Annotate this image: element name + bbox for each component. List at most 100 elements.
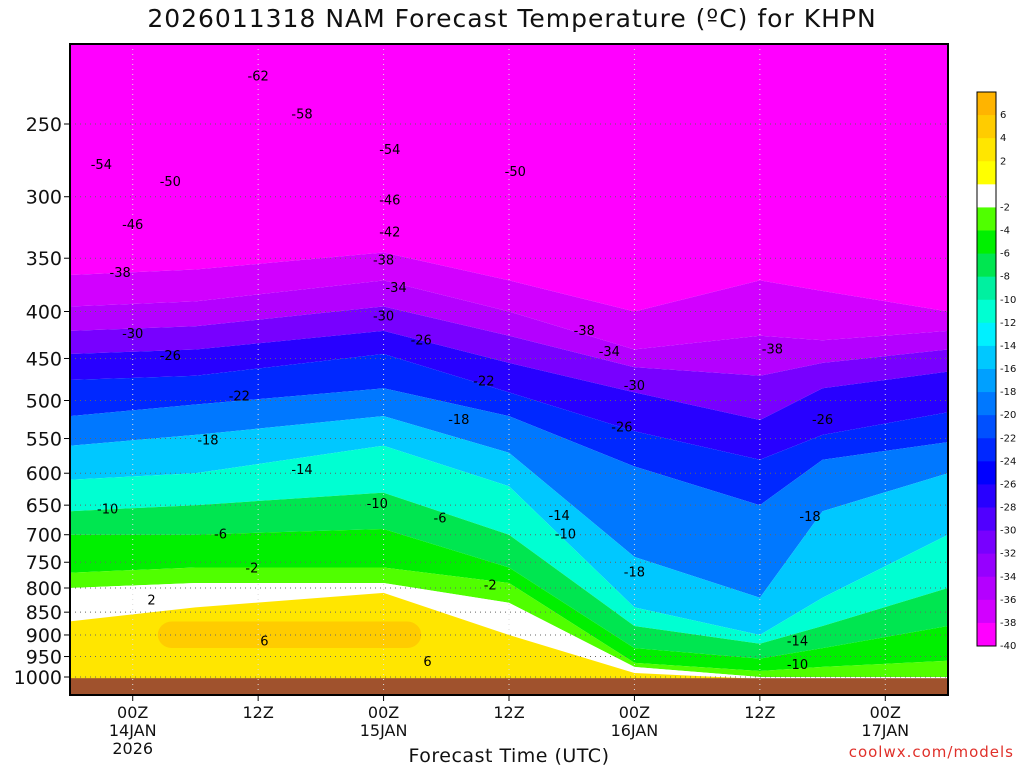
colorbar-swatch <box>977 184 996 208</box>
contour-label: -46 <box>122 218 143 233</box>
temperature-band <box>70 330 948 460</box>
contour-label: -54 <box>379 143 400 158</box>
x-tick-label: 2026 <box>112 739 153 758</box>
contour-label: -10 <box>97 502 118 517</box>
contour-label: -34 <box>599 345 620 360</box>
colorbar-label: -26 <box>1000 479 1016 490</box>
y-tick-label: 350 <box>26 248 62 270</box>
temperature-band <box>70 529 948 671</box>
x-tick-label: 15JAN <box>360 721 408 740</box>
contour-label: 2 <box>147 593 155 608</box>
y-tick-label: 250 <box>26 114 62 136</box>
contour-label: -62 <box>248 70 269 85</box>
y-tick-label: 300 <box>26 187 62 209</box>
contour-label: -38 <box>762 343 783 358</box>
colorbar-swatch <box>977 230 996 255</box>
colorbar-label: 2 <box>1000 156 1006 167</box>
colorbar-swatch <box>977 576 996 601</box>
colorbar-label: -2 <box>1000 202 1010 213</box>
contour-label: -22 <box>473 375 494 390</box>
colorbar-swatch <box>977 599 996 624</box>
colorbar-label: -14 <box>1000 341 1016 352</box>
colorbar-swatch <box>977 415 996 439</box>
y-tick-label: 500 <box>26 391 62 413</box>
colorbar-swatch <box>977 484 996 508</box>
colorbar-label: -4 <box>1000 226 1010 237</box>
contour-label: -14 <box>549 509 570 524</box>
colorbar-swatch <box>977 345 996 370</box>
colorbar-label: 6 <box>1000 110 1006 121</box>
y-tick-label: 900 <box>26 625 62 647</box>
contour-label: -10 <box>367 497 388 512</box>
contour-label: -18 <box>448 413 469 428</box>
grid-lines <box>70 44 948 695</box>
contour-label: -18 <box>799 510 820 525</box>
contour-label: -18 <box>197 434 218 449</box>
temperature-band <box>70 583 948 679</box>
contour-label: -46 <box>379 194 400 209</box>
colorbar-swatch <box>977 438 996 462</box>
contour-label: -26 <box>411 333 432 348</box>
contour-label: -38 <box>110 266 131 281</box>
x-tick-label: 14JAN <box>109 721 157 740</box>
contour-label: -30 <box>373 309 394 324</box>
contour-label: -22 <box>229 389 250 404</box>
y-tick-label: 800 <box>26 578 62 600</box>
y-tick-label: 650 <box>26 495 62 517</box>
colorbar-label: -6 <box>1000 249 1010 260</box>
colorbar-swatch <box>977 530 996 555</box>
x-tick-label: 17JAN <box>861 721 909 740</box>
colorbar-swatch <box>977 322 996 347</box>
contour-label: -50 <box>505 165 526 180</box>
site-credit: coolwx.com/models <box>848 743 1014 761</box>
temperature-band <box>70 44 948 312</box>
x-tick-label: 00Z <box>368 703 399 722</box>
contour-label: -38 <box>574 324 595 339</box>
temperature-band <box>70 492 948 659</box>
x-tick-label: 12Z <box>242 703 273 722</box>
y-tick-label: 550 <box>26 429 62 451</box>
y-tick-label: 1000 <box>14 667 62 689</box>
contour-label: -14 <box>787 635 808 650</box>
y-tick-label: 700 <box>26 525 62 547</box>
colorbar-swatch <box>977 299 996 324</box>
contour-label: -34 <box>385 281 406 296</box>
contour-label: -26 <box>160 349 181 364</box>
temperature-band <box>70 445 948 644</box>
contour-label: -2 <box>484 578 497 593</box>
colorbar-swatch <box>977 207 996 231</box>
colorbar-label: -18 <box>1000 387 1016 398</box>
y-tick-label: 950 <box>26 647 62 669</box>
colorbar-swatch <box>977 92 996 116</box>
colorbar-label: 4 <box>1000 133 1006 144</box>
contour-label: -2 <box>245 562 258 577</box>
colorbar-label: -38 <box>1000 618 1016 629</box>
colorbar-frame <box>976 91 997 647</box>
temperature-band <box>70 354 948 506</box>
warm-pocket-band <box>157 621 422 649</box>
colorbar-label: -16 <box>1000 364 1016 375</box>
y-tick-label: 400 <box>26 301 62 323</box>
colorbar-label: -36 <box>1000 595 1016 606</box>
colorbar-label: -32 <box>1000 549 1016 560</box>
colorbar-swatch <box>977 115 996 139</box>
contour-label: -6 <box>434 511 447 526</box>
temperature-band <box>70 280 948 376</box>
y-tick-label: 450 <box>26 348 62 370</box>
contour-label: -42 <box>379 225 400 240</box>
contour-label: -30 <box>624 379 645 394</box>
colorbar-label: -40 <box>1000 641 1016 652</box>
contour-labels: -62-58-54-54-50-50-46-46-42-38-38-38-38-… <box>91 70 833 673</box>
colorbar-label: -20 <box>1000 410 1016 421</box>
ground-surface <box>70 678 948 695</box>
colorbar-swatch <box>977 507 996 532</box>
temperature-band <box>70 306 948 420</box>
colorbar-swatch <box>977 622 996 647</box>
temperature-band <box>70 252 948 350</box>
y-tick-label: 600 <box>26 463 62 485</box>
contour-label: 6 <box>423 655 431 670</box>
x-tick-label: 12Z <box>744 703 775 722</box>
chart-title: 2026011318 NAM Forecast Temperature (ºC)… <box>147 4 877 33</box>
